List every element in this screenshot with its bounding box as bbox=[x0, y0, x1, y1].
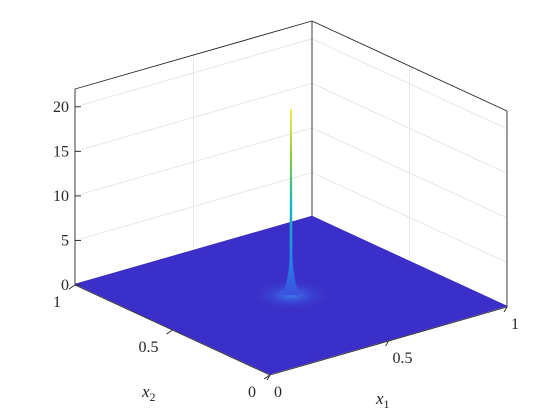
x2-axis-label: x2 bbox=[141, 382, 156, 404]
x1-tick bbox=[503, 306, 508, 313]
grid-lines bbox=[74, 38, 508, 263]
x2-tick-label: 1 bbox=[53, 294, 61, 311]
box-edge-top-left bbox=[74, 20, 313, 90]
box-edge-top-right bbox=[311, 20, 508, 112]
tick-marks bbox=[68, 106, 508, 381]
x2-tick bbox=[263, 374, 271, 380]
z-tick-label: 10 bbox=[53, 188, 69, 205]
x2-tick-label: 0.5 bbox=[139, 339, 159, 356]
x2-tick bbox=[166, 329, 173, 335]
peak-spike bbox=[282, 108, 300, 296]
x1-axis-label: x1 bbox=[375, 389, 390, 411]
x1-tick bbox=[385, 340, 389, 347]
z-tick-label: 5 bbox=[61, 232, 69, 249]
x2-tick-label: 0 bbox=[248, 384, 256, 401]
z-tick-label: 0 bbox=[61, 277, 69, 294]
surface-peak bbox=[282, 108, 300, 296]
z-tick-label: 15 bbox=[53, 143, 69, 160]
x1-tick-label: 0 bbox=[274, 384, 282, 401]
x1-tick-label: 0.5 bbox=[393, 350, 413, 367]
x2-tick bbox=[68, 284, 76, 290]
z-tick-label: 20 bbox=[53, 99, 69, 116]
x1-tick-label: 1 bbox=[511, 316, 519, 333]
